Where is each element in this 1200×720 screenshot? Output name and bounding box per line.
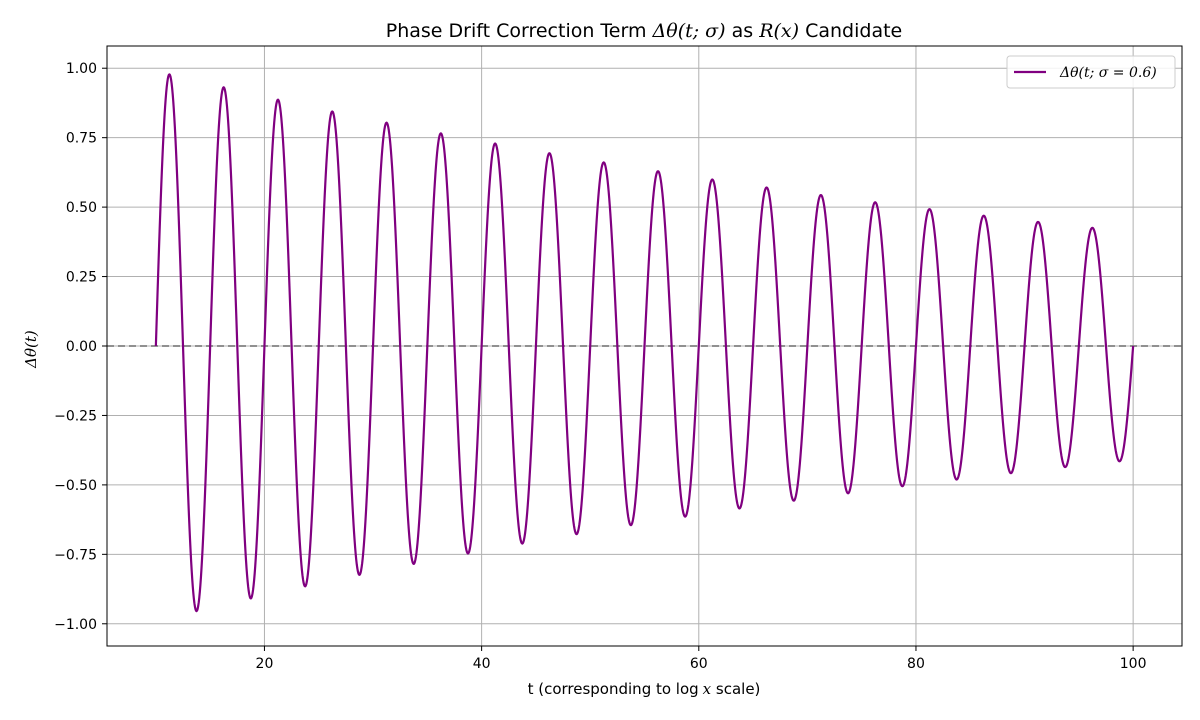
legend-frame [1006,55,1176,89]
y-tick-label: 0.25 [66,270,97,286]
x-tick-label: 40 [473,656,491,672]
y-tick-label: 0.00 [66,339,97,355]
y-tick-label: −1.00 [54,617,97,633]
y-tick-label: 0.50 [66,200,97,216]
x-tick-label: 80 [907,656,925,672]
plot-area [154,73,1135,613]
y-tick-label: −0.75 [54,547,97,563]
series-line [154,73,1135,613]
y-axis-label: Δθ(t) [22,330,40,369]
x-tick-label: 100 [1120,656,1147,672]
x-axis-label: t (corresponding to log x scale) [528,680,761,698]
y-tick-label: 1.00 [66,61,97,77]
y-axis: −1.00 −0.75 −0.50 −0.25 0.00 0.25 0.50 0.75 1.00 [54,61,107,633]
x-tick-label: 60 [690,656,708,672]
y-tick-label: −0.25 [54,408,97,424]
chart-title: Phase Drift Correction Term Δθ(t; σ) as … [386,20,902,42]
legend: Δθ(t; σ = 0.6) [1006,55,1176,89]
y-tick-label: −0.50 [54,478,97,494]
y-tick-label: 0.75 [66,131,97,147]
x-tick-label: 20 [256,656,274,672]
x-axis: 20 40 60 80 100 [256,646,1147,672]
legend-label: Δθ(t; σ = 0.6) [1059,65,1157,81]
